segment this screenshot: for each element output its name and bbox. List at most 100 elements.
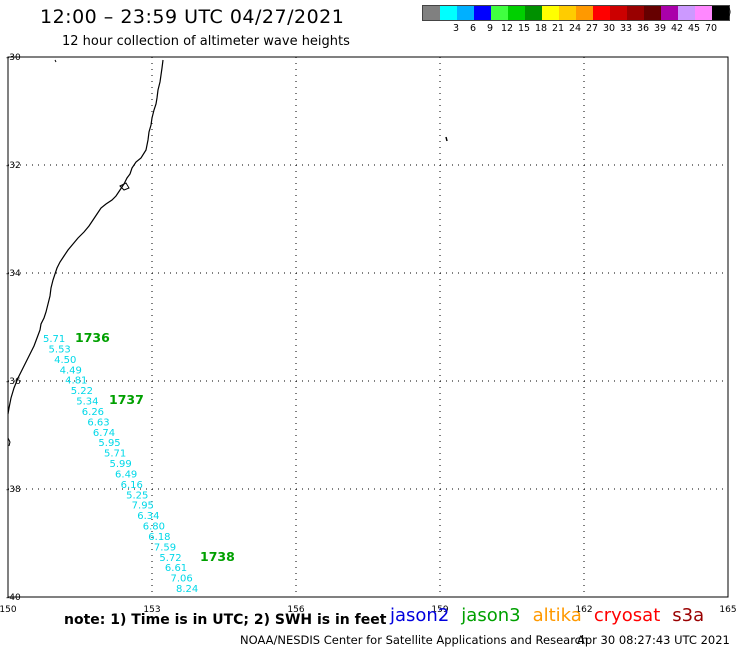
coast-inlet [119, 182, 130, 191]
legend-tick-label: 70 [704, 23, 718, 34]
latitude-tick-label: -38 [6, 485, 21, 495]
latitude-tick-label: -32 [6, 161, 21, 171]
wave-height-label: 4.50 [54, 355, 76, 366]
legend-tick-label: 36 [636, 23, 650, 34]
longitude-tick-label: 162 [575, 605, 592, 615]
legend-swatch [440, 6, 457, 20]
legend-tick-label: 45 [687, 23, 701, 34]
wave-height-label: 7.06 [170, 574, 192, 585]
legend-swatch [644, 6, 661, 20]
coast-speck [54, 59, 57, 63]
wave-height-label: 6.80 [143, 522, 165, 533]
satellite-legend: jason2 jason3 altika cryosat s3a [390, 605, 716, 626]
wave-height-label: 4.81 [65, 376, 87, 387]
altimeter-track: 5.715.534.504.494.815.225.346.266.636.74… [43, 334, 198, 595]
legend-labels: 3 6 9 12 15 18 21 24 27 30 33 36 39 42 45 70 [422, 21, 730, 35]
wave-height-label: 6.18 [148, 532, 170, 543]
longitude-tick-label: 150 [0, 605, 17, 615]
wave-height-label: 5.34 [76, 397, 98, 408]
legend-swatch [627, 6, 644, 20]
longitude-tick-label: 159 [431, 605, 448, 615]
wave-height-label: 4.49 [60, 365, 82, 376]
wave-height-label: 8.24 [176, 584, 198, 595]
legend-tick-label: 33 [619, 23, 633, 34]
legend-swatch [457, 6, 474, 20]
wave-height-label: 5.71 [104, 449, 126, 460]
pass-labels: 1736 1737 1738 [75, 330, 235, 564]
legend-swatch [474, 6, 491, 20]
latitude-tick-label: -34 [6, 269, 21, 279]
legend-swatch [576, 6, 593, 20]
australia-coastline [7, 59, 164, 415]
wave-height-label: 5.95 [98, 438, 120, 449]
wave-height-label: 7.59 [154, 542, 176, 553]
legend-swatch [593, 6, 610, 20]
lord-howe-island [445, 136, 448, 142]
legend-tick-label: 9 [486, 23, 494, 34]
latitude-tick-label: -36 [6, 377, 21, 387]
wave-height-label: 5.72 [159, 553, 181, 564]
wave-height-label: 5.99 [110, 459, 132, 470]
legend-swatch [695, 6, 712, 20]
longitude-tick-label: 165 [719, 605, 736, 615]
map-title: 12:00 – 23:59 UTC 04/27/2021 [40, 6, 345, 28]
legend-unit: (ft) [717, 7, 732, 18]
map-frame [7, 56, 729, 598]
lat-lon-grid [8, 57, 728, 597]
wave-height-label: 5.71 [43, 334, 65, 345]
latitude-tick-label: -30 [6, 53, 21, 63]
legend-swatch [508, 6, 525, 20]
wave-height-label: 6.61 [165, 563, 187, 574]
coast-south [7, 437, 11, 447]
footnote: note: 1) Time is in UTC; 2) SWH is in fe… [64, 612, 387, 628]
satellite-name: jason3 [461, 605, 521, 626]
satellite-name: cryosat [593, 605, 661, 626]
legend-swatch [661, 6, 678, 20]
longitude-tick-label: 156 [287, 605, 304, 615]
legend-tick-label: 24 [568, 23, 582, 34]
legend-tick-label: 42 [670, 23, 684, 34]
generation-timestamp: Apr 30 08:27:43 UTC 2021 [577, 633, 730, 647]
satellite-name: altika [532, 605, 582, 626]
legend-tick-label: 3 [452, 23, 460, 34]
legend-swatch [542, 6, 559, 20]
latitude-tick-label: -40 [6, 593, 21, 603]
wave-height-label: 6.49 [115, 469, 137, 480]
legend-swatch [678, 6, 695, 20]
legend-tick-label: 39 [653, 23, 667, 34]
satellite-name: s3a [672, 605, 705, 626]
legend-tick-label: 15 [517, 23, 531, 34]
legend-tick-label: 30 [602, 23, 616, 34]
legend-tick-label: 27 [585, 23, 599, 34]
pass-number-label: 1736 [75, 330, 110, 345]
legend-swatch [712, 6, 729, 20]
legend-swatch [559, 6, 576, 20]
legend-tick-label: 21 [551, 23, 565, 34]
pass-number-label: 1737 [109, 392, 144, 407]
wave-height-label: 6.63 [87, 417, 109, 428]
pass-number-label: 1738 [200, 549, 235, 564]
legend-swatch [423, 6, 440, 20]
legend-swatch [491, 6, 508, 20]
wave-height-legend: 3 6 9 12 15 18 21 24 27 30 33 36 39 42 45 70 (ft) [422, 5, 732, 35]
axis-labels: 150 153 156 159 162 165 -30 -32 -34 -36 -38 -40 [0, 53, 737, 615]
wave-height-label: 5.53 [49, 344, 71, 355]
legend-tick-label: 12 [500, 23, 514, 34]
wave-height-label: 5.25 [126, 490, 148, 501]
legend-swatch [525, 6, 542, 20]
legend-swatches [422, 5, 730, 21]
wave-height-label: 5.22 [71, 386, 93, 397]
satellite-name: jason2 [390, 605, 450, 626]
coastline [7, 59, 448, 447]
wave-height-label: 6.26 [82, 407, 104, 418]
map-subtitle: 12 hour collection of altimeter wave hei… [62, 34, 350, 49]
legend-swatch [610, 6, 627, 20]
wave-height-label: 7.95 [132, 501, 154, 512]
source-credit: NOAA/NESDIS Center for Satellite Applica… [240, 633, 589, 647]
longitude-tick-label: 153 [143, 605, 160, 615]
legend-tick-label: 6 [469, 23, 477, 34]
legend-tick-label: 18 [534, 23, 548, 34]
wave-height-label: 6.16 [121, 480, 143, 491]
wave-height-label: 6.74 [93, 428, 115, 439]
